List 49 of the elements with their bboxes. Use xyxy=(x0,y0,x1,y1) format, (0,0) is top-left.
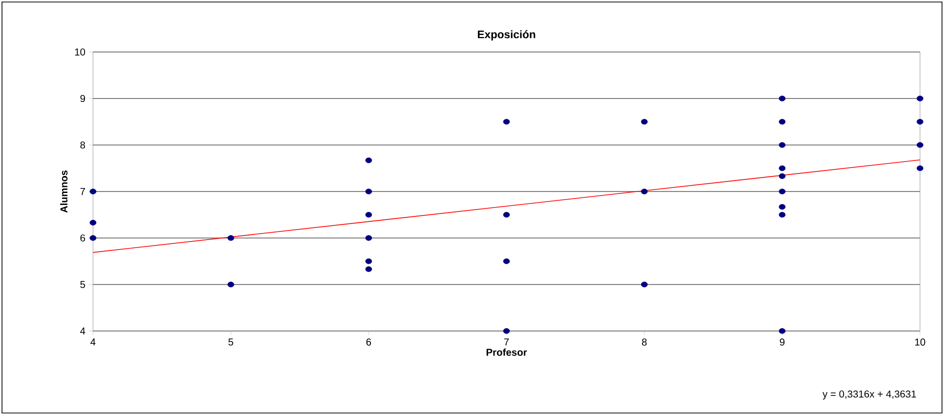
point xyxy=(778,212,786,218)
point xyxy=(778,204,786,210)
y-tick-label: 7 xyxy=(80,188,85,195)
y-tick-label: 6 xyxy=(80,234,86,242)
point xyxy=(778,142,786,148)
point xyxy=(503,118,510,125)
point xyxy=(778,173,786,179)
point xyxy=(778,328,786,334)
point xyxy=(778,96,786,102)
chart-title: Exposición xyxy=(478,30,536,40)
point xyxy=(641,118,648,125)
point xyxy=(503,258,510,264)
point xyxy=(778,188,786,194)
text: y = 0,3316x + 4,3631 xyxy=(822,390,916,400)
x-tick-label: 8 xyxy=(642,338,647,346)
point xyxy=(365,158,372,164)
point xyxy=(365,258,372,264)
y-tick-label: 5 xyxy=(80,281,86,288)
point xyxy=(228,282,234,288)
point xyxy=(228,235,234,241)
point xyxy=(916,142,924,148)
point xyxy=(503,212,510,218)
point xyxy=(641,188,648,194)
point xyxy=(90,188,96,194)
point xyxy=(916,165,924,172)
x-axis-title: Profesor xyxy=(486,348,527,356)
y-tick-label: 10 xyxy=(75,48,86,56)
x-tick-label: 6 xyxy=(366,338,372,346)
point xyxy=(365,188,372,194)
point xyxy=(365,212,372,218)
x-tick-label: 9 xyxy=(780,338,784,346)
x-tick-label: 10 xyxy=(915,338,926,346)
point xyxy=(365,235,372,241)
point xyxy=(916,96,924,102)
point xyxy=(90,235,96,241)
y-tick-label: 4 xyxy=(80,328,86,334)
point xyxy=(90,220,96,226)
point xyxy=(503,328,510,334)
point xyxy=(365,266,372,272)
x-tick-label: 4 xyxy=(90,338,96,346)
point xyxy=(778,118,786,125)
point xyxy=(641,282,648,288)
y-tick-label: 8 xyxy=(80,141,86,149)
x-tick-label: 7 xyxy=(504,338,509,346)
y-tick-label: 9 xyxy=(80,94,86,102)
point xyxy=(916,118,924,125)
y-axis-title: Alumnos xyxy=(60,170,68,213)
point xyxy=(778,165,786,172)
x-tick-label: 5 xyxy=(228,338,234,346)
